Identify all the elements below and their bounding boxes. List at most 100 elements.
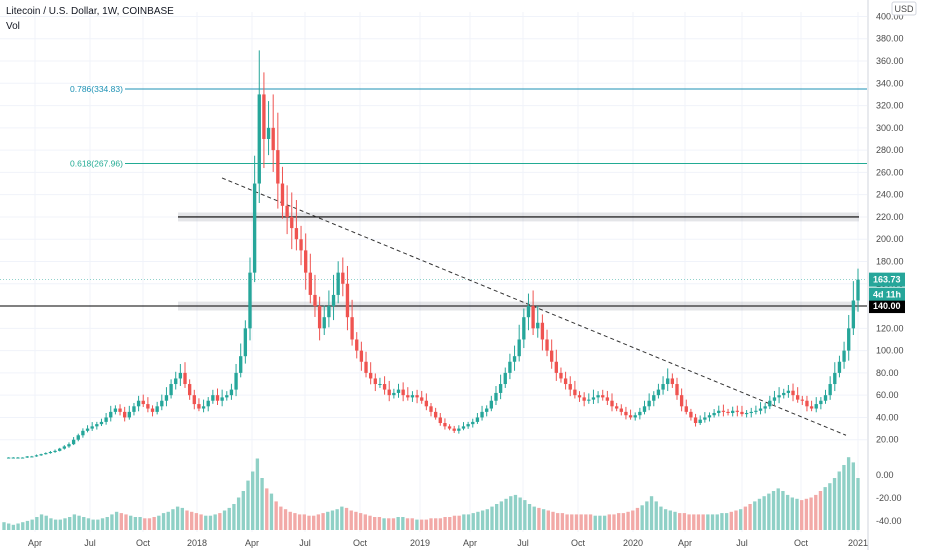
volume-bar [673, 511, 677, 530]
volume-bar [190, 511, 194, 530]
volume-bar [232, 504, 236, 530]
volume-bar [654, 501, 658, 530]
price-axis[interactable]: 400.00 380.00 360.00 340.00 320.00 300.00 280.… [867, 0, 917, 550]
candle-body [452, 428, 456, 431]
candle-body [313, 294, 317, 307]
candle-body [717, 410, 721, 413]
candle-body [290, 216, 294, 229]
candle-body [475, 417, 480, 422]
volume-bar [771, 491, 776, 530]
candle-body [44, 453, 48, 455]
candle-body [707, 415, 712, 418]
candle-body [610, 400, 614, 407]
price-tick-label: 340.00 [876, 78, 904, 88]
candle-body [563, 378, 568, 385]
candle-body [71, 439, 76, 445]
volume-bar [199, 514, 203, 530]
volume-bar [363, 514, 367, 530]
volume-bar [105, 517, 109, 530]
fibonacci-levels[interactable]: 0.786(334.83) 0.618(267.96) [70, 84, 867, 169]
candle-body [25, 456, 29, 458]
candle-body [443, 423, 447, 427]
volume-bar [570, 514, 574, 530]
candle-body [39, 454, 43, 456]
price-tick-label: 380.00 [876, 34, 904, 44]
candle-body [155, 406, 159, 412]
volume-bar [293, 513, 297, 530]
candle-body [809, 406, 814, 409]
symbol-title: Litecoin / U.S. Dollar, 1W, COINBASE [6, 6, 174, 17]
candle-body [81, 430, 85, 436]
volume-bar [574, 514, 579, 530]
volume-bar [837, 471, 841, 530]
candle-body [141, 400, 145, 405]
candle-body [856, 279, 860, 301]
candle-body [373, 378, 377, 385]
candle-body [410, 395, 415, 398]
candle-body [670, 378, 675, 385]
volume-bar [532, 506, 536, 530]
volume-bar [504, 498, 508, 530]
candle-body [359, 350, 364, 362]
horizontal-levels[interactable] [0, 279, 867, 307]
volume-bar [687, 514, 691, 530]
candle-body [772, 397, 777, 401]
volume-bar [208, 515, 213, 530]
volume-bar [180, 507, 184, 530]
volume-bars [2, 457, 860, 530]
volume-tick-label: 0.00 [876, 470, 894, 480]
volume-bar [213, 514, 217, 530]
candle-body [666, 378, 670, 385]
candle-body [6, 457, 11, 459]
candle-body [684, 406, 688, 412]
candle-body [540, 322, 545, 340]
volume-bar [419, 519, 424, 530]
candle-body [795, 395, 800, 400]
candle-body [814, 404, 818, 409]
candle-body [494, 392, 498, 401]
candle-body [573, 389, 577, 396]
candle-body [118, 408, 122, 412]
price-tick-label: 20.00 [876, 435, 899, 445]
candle-body [113, 408, 118, 412]
volume-bar [344, 507, 349, 530]
candle-body [308, 272, 312, 295]
candle-body [749, 411, 753, 413]
volume-bar [161, 513, 166, 530]
candle-body [396, 389, 401, 393]
volume-bar [743, 506, 748, 530]
candle-body [16, 457, 20, 459]
volume-bar [814, 494, 818, 530]
candle-body [76, 435, 80, 440]
candle-body [85, 428, 90, 431]
volume-bar [588, 514, 593, 530]
candle-body [503, 372, 507, 385]
candle-body [828, 384, 832, 396]
volume-bar [72, 514, 77, 530]
volume-bar [307, 515, 311, 530]
candle-body [420, 397, 424, 401]
volume-bar [635, 507, 640, 530]
candle-body [847, 328, 851, 351]
currency-badge [891, 1, 917, 16]
candle-body [763, 406, 767, 409]
volume-bar [856, 478, 860, 530]
last-price-label: 163.73 [873, 275, 901, 285]
price-tick-label: 80.00 [876, 368, 899, 378]
volume-bar [706, 514, 710, 530]
volume-bar [119, 513, 123, 530]
volume-bar [194, 513, 199, 530]
time-axis[interactable]: Apr Jul Oct 2018 Apr Jul Oct 2019 Apr Jul Oct 2020 A… [28, 538, 868, 548]
candle-body [735, 410, 739, 412]
candle-body [58, 448, 62, 451]
volume-bar [152, 517, 156, 530]
volume-bar [448, 517, 452, 530]
time-tick-label: Jul [299, 538, 311, 548]
volume-bar [114, 511, 119, 530]
candle-body [554, 361, 558, 373]
candle-body [266, 127, 271, 139]
candle-body [178, 372, 183, 379]
volume-bar [255, 458, 260, 530]
price-tags: 140.00 163.73 4d 11h [869, 272, 905, 314]
